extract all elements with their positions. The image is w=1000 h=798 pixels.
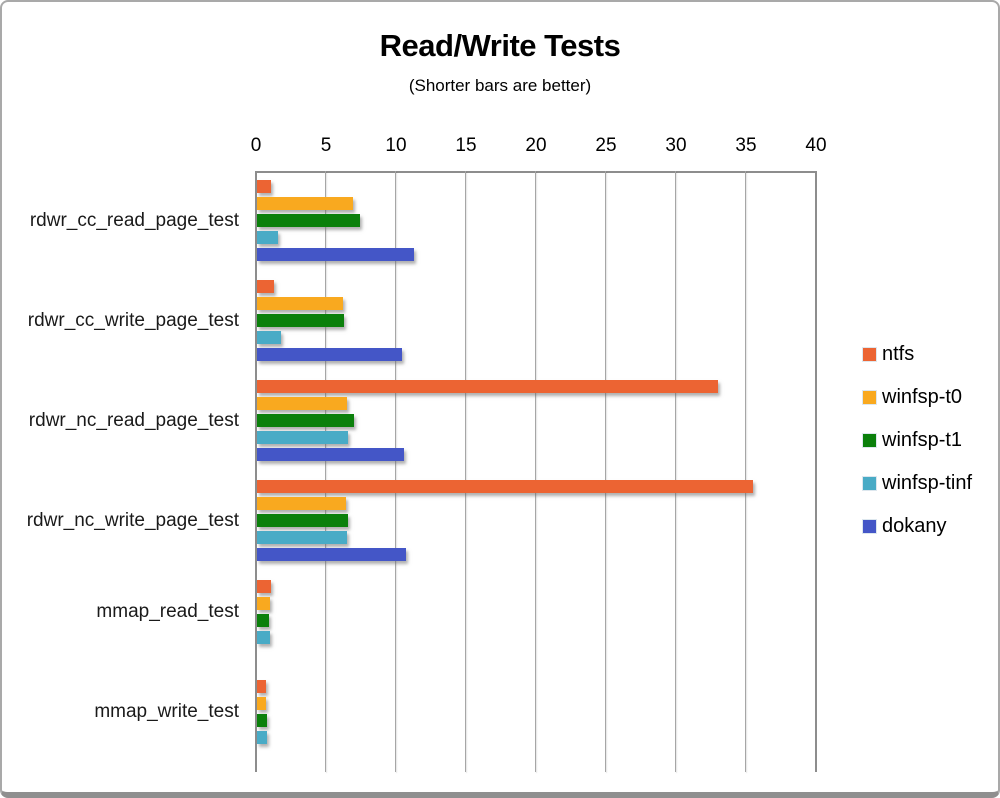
legend-label: winfsp-t0 (882, 385, 963, 408)
x-tick-label: 5 (320, 135, 332, 156)
chart-bar (257, 214, 360, 227)
gridline (675, 171, 676, 772)
chart-bar (257, 180, 271, 193)
chart-bar (257, 580, 271, 593)
legend-swatch (863, 476, 876, 490)
chart-bar (257, 231, 278, 244)
chart-bar (257, 448, 404, 461)
legend-item: ntfs (863, 342, 914, 366)
legend-swatch (863, 433, 876, 447)
category-label: mmap_write_test (94, 701, 239, 722)
chart-bar (257, 197, 353, 210)
gridline (465, 171, 466, 772)
legend-item: winfsp-t1 (863, 428, 962, 452)
chart-bar (257, 714, 267, 727)
chart-bar (257, 297, 343, 310)
chart-bar (257, 397, 347, 410)
gridline (395, 171, 396, 772)
chart-bar (257, 597, 270, 610)
category-label: rdwr_cc_write_page_test (27, 310, 239, 331)
x-tick-label: 15 (455, 135, 477, 156)
chart-bar (257, 480, 753, 493)
chart-bar (257, 497, 346, 510)
legend-label: ntfs (882, 342, 915, 365)
category-label: mmap_read_test (96, 601, 239, 622)
x-tick-label: 25 (595, 135, 617, 156)
legend-label: winfsp-t1 (882, 428, 963, 451)
chart-bar (257, 414, 354, 427)
chart-bar (257, 731, 267, 744)
legend-item: winfsp-t0 (863, 385, 962, 409)
gridline (815, 171, 817, 772)
x-tick-label: 35 (735, 135, 757, 156)
x-tick-label: 40 (805, 135, 827, 156)
chart-bar (257, 514, 348, 527)
chart-title: Read/Write Tests (379, 28, 621, 63)
chart-bar (257, 248, 414, 261)
category-label: rdwr_cc_read_page_test (29, 210, 239, 231)
chart-bar (257, 280, 274, 293)
chart-bar (257, 314, 344, 327)
legend-label: dokany (882, 514, 947, 537)
chart-bar (257, 631, 270, 644)
x-tick-label: 0 (250, 135, 262, 156)
legend-swatch (863, 347, 876, 361)
category-label: rdwr_nc_write_page_test (26, 510, 239, 531)
legend-item: winfsp-tinf (863, 471, 972, 495)
x-tick-label: 10 (385, 135, 407, 156)
chart-subtitle: (Shorter bars are better) (408, 76, 592, 95)
chart-bar (257, 348, 402, 361)
chart-bar (257, 680, 266, 693)
legend-label: winfsp-tinf (882, 471, 973, 494)
gridline (605, 171, 606, 772)
chart-bar (257, 331, 281, 344)
chart-bar (257, 431, 348, 444)
chart-bar (257, 531, 347, 544)
chart-bar (257, 380, 718, 393)
chart-bar (257, 614, 269, 627)
chart-bar (257, 697, 266, 710)
chart-bar (257, 548, 406, 561)
gridline (535, 171, 536, 772)
x-tick-label: 30 (665, 135, 687, 156)
gridline (255, 171, 257, 772)
x-tick-label: 20 (525, 135, 547, 156)
legend-item: dokany (863, 514, 947, 538)
legend-swatch (863, 519, 876, 533)
gridline (745, 171, 746, 772)
gridline (325, 171, 326, 772)
category-label: rdwr_nc_read_page_test (28, 410, 239, 431)
legend-swatch (863, 390, 876, 404)
